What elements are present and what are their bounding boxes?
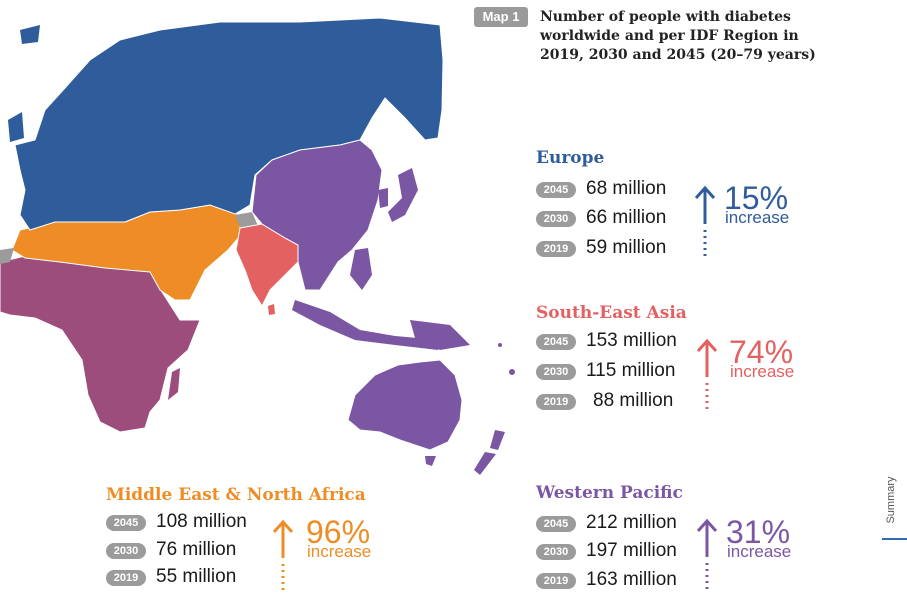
region-name: Western Pacific (536, 483, 683, 503)
philippines-shape (350, 248, 372, 290)
tasmania-shape (425, 456, 436, 466)
percent-increase: 96% (306, 514, 371, 550)
increase-arrow-icon (696, 518, 718, 589)
year-badge: 2045 (106, 515, 146, 531)
sea-stats: South-East Asia 2045 153 million 2030 11… (536, 303, 816, 423)
section-side-label: Summary (880, 468, 900, 538)
section-side-label-text: Summary (885, 476, 897, 524)
western-pacific-region (251, 139, 383, 291)
year-badge: 2019 (536, 241, 576, 257)
region-name: Europe (536, 148, 605, 168)
pacific-island-shape (498, 343, 502, 347)
region-name: South-East Asia (536, 303, 687, 323)
increase-label: increase (307, 542, 372, 561)
year-badge: 2045 (536, 334, 576, 350)
stat-value: 108 million (156, 511, 247, 532)
korea-shape (378, 188, 388, 208)
uk-shape (8, 112, 24, 142)
pacific-island-shape (509, 369, 515, 375)
region-name: Middle East & North Africa (106, 485, 366, 505)
stat-value: 59 million (586, 237, 667, 258)
increase-label: increase (725, 208, 790, 227)
new-guinea-shape (410, 320, 470, 350)
percent-increase: 31% (726, 514, 791, 550)
percent-increase: 74% (729, 334, 794, 370)
stat-value: 153 million (586, 330, 677, 351)
map-badge: Map 1 (474, 7, 528, 27)
stat-value: 66 million (586, 207, 667, 228)
year-badge: 2019 (536, 573, 576, 589)
new-zealand-shape (490, 430, 505, 450)
europe-region (14, 17, 444, 231)
australia-shape (347, 359, 463, 451)
year-badge: 2030 (536, 364, 576, 380)
increase-arrow-icon (694, 185, 716, 256)
year-badge: 2030 (536, 211, 576, 227)
year-badge: 2019 (106, 570, 146, 586)
sri-lanka-shape (268, 304, 275, 315)
increase-arrow-icon (272, 519, 294, 590)
stat-value: 163 million (586, 569, 677, 590)
increase-label: increase (727, 542, 792, 561)
year-badge: 2030 (106, 543, 146, 559)
new-zealand-south-shape (474, 452, 496, 475)
mena-stats: Middle East & North Africa 2045 108 mill… (106, 485, 386, 600)
increase-arrow-icon (696, 338, 718, 409)
stat-value: 76 million (156, 539, 237, 560)
stat-value: 68 million (586, 178, 667, 199)
japan-shape (388, 168, 418, 222)
scandinavia-shape (20, 25, 40, 44)
percent-increase: 15% (724, 180, 789, 216)
map-title: Number of people with diabetes worldwide… (540, 9, 816, 63)
stat-value: 115 million (586, 360, 676, 381)
stat-value: 88 million (593, 390, 674, 411)
stat-value: 55 million (156, 566, 237, 587)
europe-stats: Europe 2045 68 million 2030 66 million 2… (536, 148, 806, 268)
wp-stats: Western Pacific 2045 212 million 2030 19… (536, 483, 816, 603)
year-badge: 2045 (536, 182, 576, 198)
stat-value: 212 million (586, 512, 677, 533)
indonesia-shape (292, 300, 440, 350)
year-badge: 2030 (536, 544, 576, 560)
west-africa-grey (0, 248, 14, 264)
stat-value: 197 million (586, 540, 677, 561)
increase-label: increase (730, 362, 795, 381)
section-indicator-line (882, 538, 907, 540)
madagascar-shape (168, 368, 180, 400)
year-badge: 2019 (536, 394, 576, 410)
year-badge: 2045 (536, 516, 576, 532)
